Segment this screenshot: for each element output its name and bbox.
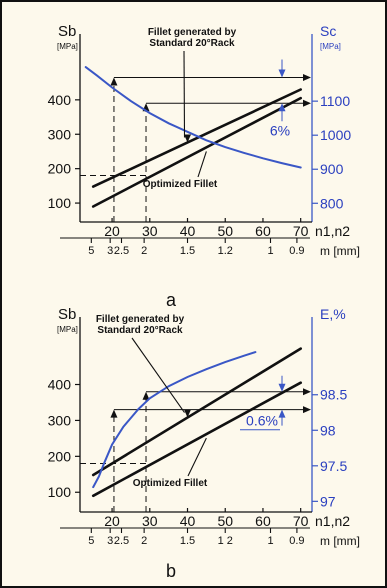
x-bottom-tick-label: 1.5 bbox=[180, 245, 195, 257]
panel-a: Sb [MPa] Sc [MPa] 100 200 300 400 800 900 1000 1100… bbox=[48, 23, 360, 310]
x-bottom-tick-label: 5 bbox=[88, 245, 94, 257]
x-top-tick-label: 50 bbox=[217, 513, 233, 529]
x-bottom-tick-label: 1 bbox=[267, 535, 273, 547]
y-right-tick-label: 1000 bbox=[320, 127, 351, 143]
series-label-line2: Standard 20°Rack bbox=[149, 38, 235, 49]
arrowhead bbox=[278, 103, 286, 112]
x-bottom-tick-label: 1.5 bbox=[180, 535, 195, 547]
y-left-label: Sb bbox=[58, 306, 76, 323]
x-top-tick-label: 40 bbox=[180, 223, 196, 239]
arrowhead bbox=[303, 99, 311, 107]
series-label-optimized: Optimized Fillet bbox=[133, 478, 208, 489]
y-right-label: E,% bbox=[320, 306, 346, 322]
x-top-tick-label: 70 bbox=[293, 513, 309, 529]
y-left-tick-label: 100 bbox=[48, 484, 72, 500]
x-top-tick-label: 20 bbox=[104, 513, 120, 529]
y-right-tick-label: 1100 bbox=[320, 93, 350, 109]
arrowhead bbox=[278, 383, 286, 392]
series-label-line1: Fillet generated by bbox=[148, 27, 237, 38]
y-right-unit: [MPa] bbox=[320, 42, 341, 51]
y-left-tick-label: 200 bbox=[48, 161, 72, 177]
x-top-tick-label: 60 bbox=[255, 223, 271, 239]
x-bottom-tick-label: 3 bbox=[107, 245, 113, 257]
x-bottom-tick-label: 2 bbox=[141, 245, 147, 257]
arrowhead bbox=[303, 73, 311, 81]
x-bottom-axis-label: m [mm] bbox=[320, 534, 360, 548]
arrowhead bbox=[303, 406, 311, 414]
y-left-tick-label: 300 bbox=[48, 126, 72, 142]
x-bottom-tick-label: 1 bbox=[267, 245, 273, 257]
arrowhead bbox=[303, 388, 311, 396]
x-bottom-tick-label: 0.9 bbox=[289, 535, 304, 547]
label-pointer bbox=[197, 151, 207, 178]
delta-label: 0.6% bbox=[246, 413, 278, 429]
series-line-1 bbox=[91, 381, 302, 498]
x-top-tick-label: 70 bbox=[293, 223, 309, 239]
x-top-tick-label: 60 bbox=[255, 513, 271, 529]
y-left-label: Sb bbox=[58, 23, 76, 40]
delta-label: 6% bbox=[270, 122, 290, 138]
x-top-tick-label: 20 bbox=[104, 223, 120, 239]
arrowhead bbox=[142, 391, 150, 400]
x-top-tick-label: 30 bbox=[142, 513, 158, 529]
y-right-tick-label: 97.5 bbox=[320, 458, 347, 474]
label-pointer bbox=[131, 337, 185, 413]
x-bottom-tick-label: 3 bbox=[107, 535, 113, 547]
label-pointer bbox=[183, 50, 186, 138]
x-bottom-tick-label: 2.5 bbox=[114, 535, 129, 547]
arrowhead bbox=[184, 134, 192, 143]
x-top-axis-label: n1,n2 bbox=[315, 513, 350, 529]
series-label-line2: Standard 20°Rack bbox=[97, 325, 183, 336]
label-pointer bbox=[187, 437, 207, 477]
arrowhead bbox=[110, 77, 118, 86]
y-left-unit: [MPa] bbox=[57, 325, 78, 334]
x-top-tick-label: 30 bbox=[142, 223, 158, 239]
y-right-tick-label: 98.5 bbox=[320, 387, 347, 403]
x-top-tick-label: 50 bbox=[217, 223, 233, 239]
y-left-unit: [MPa] bbox=[57, 42, 78, 51]
x-top-tick-label: 40 bbox=[180, 513, 196, 529]
x-bottom-tick-label: 0.9 bbox=[289, 245, 304, 257]
y-left-tick-label: 400 bbox=[48, 377, 72, 393]
series-line-2 bbox=[84, 66, 302, 169]
arrowhead bbox=[278, 69, 286, 78]
arrowhead bbox=[110, 409, 118, 418]
series-line-1 bbox=[91, 96, 302, 208]
y-right-tick-label: 97 bbox=[320, 493, 336, 509]
series-line-2 bbox=[92, 351, 257, 489]
panel-caption: b bbox=[166, 561, 176, 581]
y-left-tick-label: 300 bbox=[48, 412, 72, 428]
arrowhead bbox=[278, 409, 286, 418]
arrowhead bbox=[184, 409, 192, 418]
y-left-tick-label: 100 bbox=[48, 195, 72, 211]
x-top-axis-label: n1,n2 bbox=[315, 223, 350, 239]
y-right-tick-label: 900 bbox=[320, 161, 344, 177]
panel-b: Sb [MPa] E,% 100 200 300 400 97 97.5 98 98.5 20 30 40… bbox=[48, 306, 360, 581]
x-bottom-tick-label: 2.5 bbox=[114, 245, 129, 257]
panel-caption: a bbox=[166, 290, 177, 310]
x-bottom-tick-label: 1.2 bbox=[218, 245, 233, 257]
y-left-tick-label: 200 bbox=[48, 448, 72, 464]
x-bottom-axis-label: m [mm] bbox=[320, 244, 360, 258]
series-line-0 bbox=[91, 347, 302, 477]
y-left-tick-label: 400 bbox=[48, 92, 72, 108]
x-bottom-tick-label: 1 2 bbox=[218, 535, 233, 547]
x-bottom-tick-label: 2 bbox=[141, 535, 147, 547]
series-label-line1: Fillet generated by bbox=[96, 314, 185, 325]
series-line-0 bbox=[91, 88, 302, 188]
y-right-tick-label: 98 bbox=[320, 422, 336, 438]
x-bottom-tick-label: 5 bbox=[88, 535, 94, 547]
y-right-label: Sc bbox=[320, 23, 336, 39]
y-right-tick-label: 800 bbox=[320, 195, 344, 211]
series-label-optimized: Optimized Fillet bbox=[143, 179, 218, 190]
